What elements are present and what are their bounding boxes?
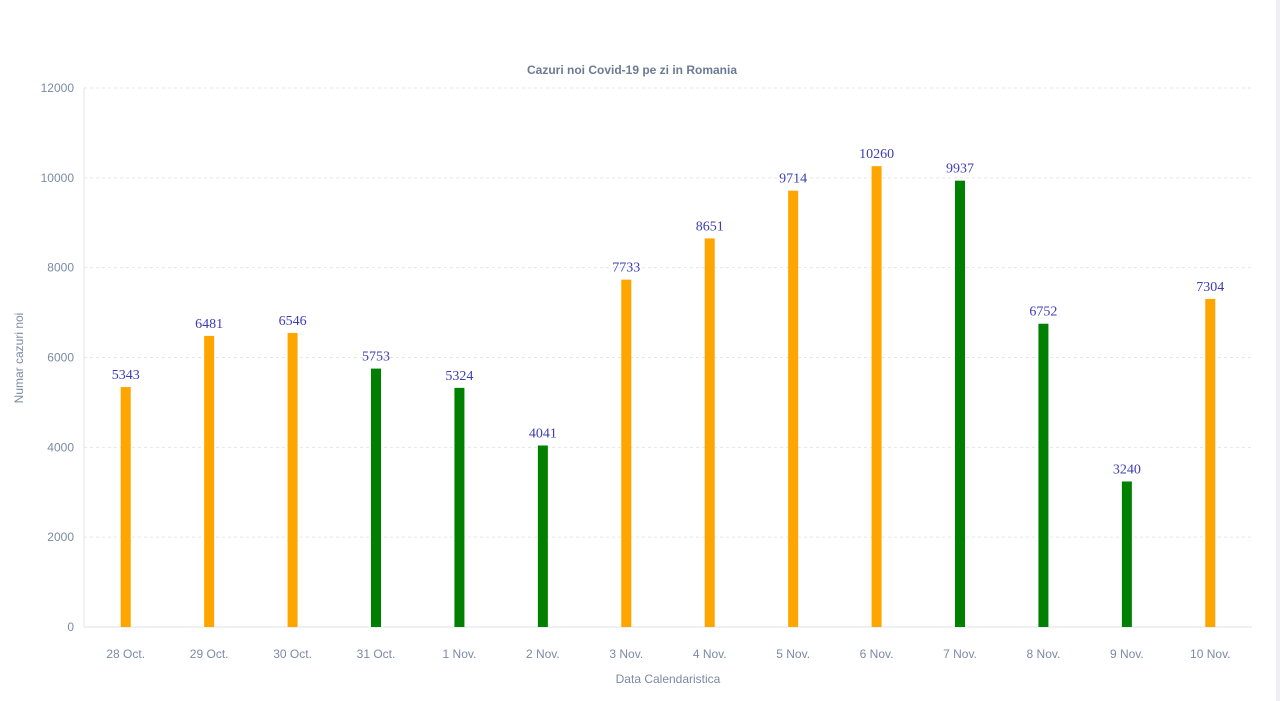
bar [871,166,882,627]
bar-value-label: 5753 [362,350,390,365]
x-tick-label: 6 Nov. [860,647,894,661]
x-axis-title: Data Calendaristica [616,672,721,686]
bar [120,387,131,627]
axes: 0 2000 4000 6000 8000 10000 12000 28 Oct. 29 Oct… [41,81,1252,661]
bar-value-label: 4041 [529,426,557,441]
x-tick-label: 8 Nov. [1027,647,1061,661]
bar-value-label: 6752 [1029,305,1057,320]
bar [621,279,632,627]
bar [287,332,298,627]
x-tick-label: 29 Oct. [190,647,229,661]
bar-value-label: 9937 [946,162,974,177]
y-tick-label: 0 [67,620,74,634]
bar-value-label: 5343 [112,368,140,383]
bar [1121,481,1132,627]
bar [1205,298,1216,627]
x-tick-label: 1 Nov. [443,647,477,661]
y-tick-label: 8000 [47,261,74,275]
bar-value-label: 10260 [859,147,894,162]
window-edge [1276,0,1280,701]
bar-value-label: 6481 [195,317,223,332]
y-tick-label: 6000 [47,351,74,365]
x-tick-label: 30 Oct. [273,647,312,661]
data-labels: 5343 6481 6546 5753 5324 4041 7733 8651 9714 1026… [112,147,1225,477]
y-tick-label: 10000 [41,171,75,185]
bar [955,180,965,627]
bar [371,368,381,627]
x-tick-label: 10 Nov. [1190,647,1230,661]
bar-value-label: 9714 [779,172,807,187]
bar-value-label: 8651 [696,219,724,234]
bar-value-label: 7733 [612,261,640,276]
bar-value-label: 3240 [1113,462,1141,477]
x-tick-label: 5 Nov. [776,647,810,661]
gridlines [84,87,1252,538]
bar [788,190,799,627]
y-tick-label: 12000 [41,81,75,95]
y-tick-label: 2000 [47,530,74,544]
chart-title: Cazuri noi Covid-19 pe zi in Romania [527,63,737,77]
bar-value-label: 6546 [279,314,307,329]
bar [1038,323,1049,627]
bar [204,335,215,627]
x-tick-label: 3 Nov. [609,647,643,661]
x-tick-label: 31 Oct. [357,647,396,661]
x-tick-label: 28 Oct. [106,647,145,661]
bar [537,445,548,627]
y-axis-title: Numar cazuri noi [12,313,26,404]
x-tick-label: 4 Nov. [693,647,727,661]
bar [454,387,465,627]
bar-value-label: 5324 [445,369,473,384]
x-tick-label: 7 Nov. [943,647,977,661]
y-tick-label: 4000 [47,440,74,454]
bar-value-label: 7304 [1196,280,1224,295]
bar [704,238,715,628]
x-tick-label: 9 Nov. [1110,647,1144,661]
x-tick-label: 2 Nov. [526,647,560,661]
bars [120,166,1216,628]
